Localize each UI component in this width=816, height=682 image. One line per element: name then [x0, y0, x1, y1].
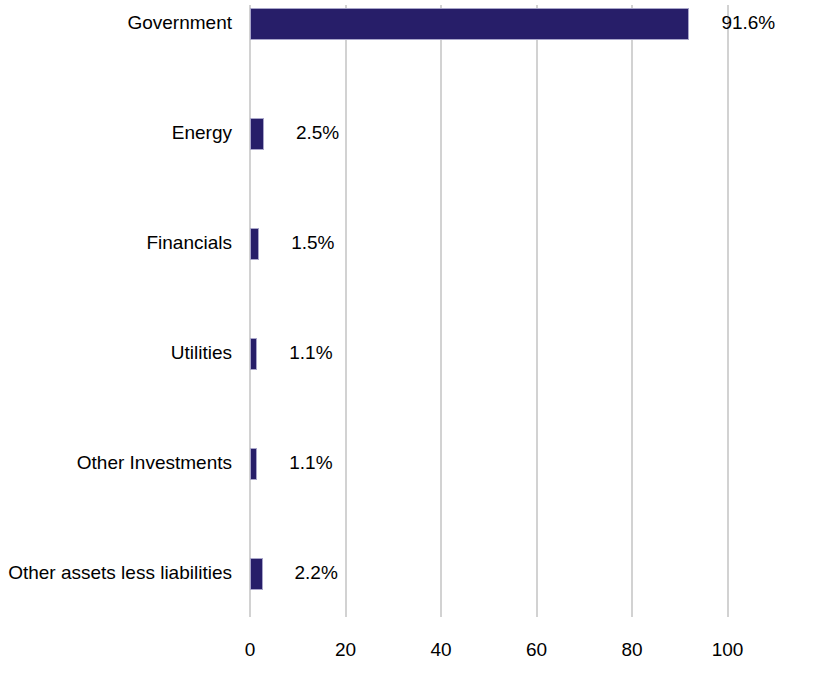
category-label: Other Investments: [0, 448, 232, 478]
value-label: 1.5%: [291, 228, 334, 258]
gridline: [345, 5, 347, 617]
gridline: [631, 5, 633, 617]
category-label: Utilities: [0, 338, 232, 368]
bar: [250, 448, 257, 480]
category-label: Financials: [0, 228, 232, 258]
bar: [250, 338, 257, 370]
bar: [250, 558, 263, 590]
value-label: 2.2%: [295, 558, 338, 588]
category-label: Other assets less liabilities: [0, 558, 232, 588]
bar: [250, 228, 259, 260]
sector-allocation-bar-chart: Government 91.6% Energy 2.5% Financials 1.5% U…: [0, 0, 816, 682]
gridline: [536, 5, 538, 617]
gridline: [249, 5, 251, 617]
value-label: 2.5%: [296, 118, 339, 148]
bar: [250, 118, 264, 150]
value-label: 1.1%: [289, 448, 332, 478]
category-label: Government: [0, 8, 232, 38]
value-label: 91.6%: [721, 8, 775, 38]
x-tick-label: 40: [401, 639, 481, 661]
value-label: 1.1%: [289, 338, 332, 368]
x-tick-label: 60: [497, 639, 577, 661]
x-tick-label: 80: [592, 639, 672, 661]
bar: [250, 8, 689, 40]
category-label: Energy: [0, 118, 232, 148]
x-tick-label: 100: [688, 639, 768, 661]
gridline: [440, 5, 442, 617]
x-tick-label: 20: [306, 639, 386, 661]
gridline: [727, 5, 729, 617]
x-tick-label: 0: [210, 639, 290, 661]
